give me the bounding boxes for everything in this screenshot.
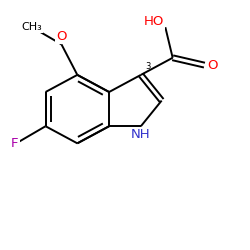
Text: O: O [56, 30, 67, 43]
Text: CH₃: CH₃ [22, 22, 42, 32]
Text: NH: NH [131, 128, 151, 141]
Text: O: O [207, 58, 218, 71]
Text: 3: 3 [146, 62, 151, 71]
Text: HO: HO [144, 16, 164, 28]
Text: F: F [11, 137, 19, 150]
